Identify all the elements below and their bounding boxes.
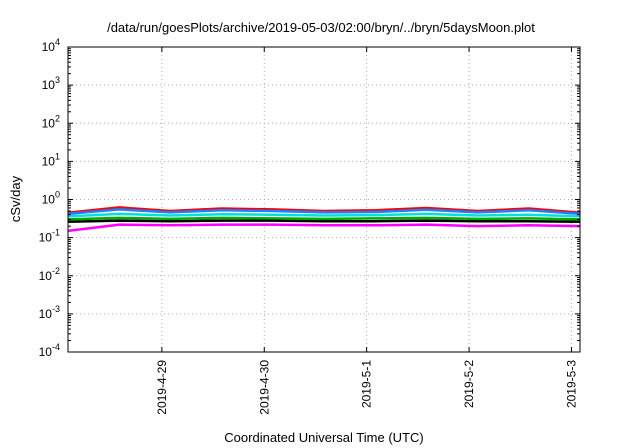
x-tick-label: 2019-4-30: [257, 360, 271, 415]
x-tick-label: 2019-4-29: [155, 360, 169, 415]
y-tick-label: 104: [42, 37, 60, 54]
x-tick-label: 2019-5-3: [564, 360, 578, 408]
y-tick-label: 10-4: [39, 342, 60, 359]
y-axis: 10-4 10-3 10-2 10-1 100 101 102 103 104: [39, 37, 580, 359]
series-line: [67, 219, 581, 224]
x-axis-label: Coordinated Universal Time (UTC): [224, 430, 423, 445]
series-line: [67, 208, 581, 216]
chart-title: /data/run/goesPlots/archive/2019-05-03/0…: [107, 20, 535, 35]
y-tick-label: 10-3: [39, 304, 60, 321]
y-tick-label: 102: [42, 113, 60, 130]
x-tick-label: 2019-5-2: [462, 360, 476, 408]
x-axis: 2019-4-29 2019-4-30 2019-5-1 2019-5-2 2019-5…: [155, 47, 578, 415]
x-tick-label: 2019-5-1: [360, 360, 374, 408]
series-line: [67, 212, 581, 218]
series-line: [67, 216, 581, 221]
y-tick-label: 10-2: [39, 266, 60, 283]
y-tick-label: 103: [42, 75, 60, 92]
y-axis-label: cSv/day: [8, 175, 23, 222]
series-layer: [67, 206, 581, 233]
series-line: [67, 206, 581, 214]
y-tick-label: 101: [42, 151, 60, 168]
grid: [68, 47, 580, 352]
series-line: [67, 223, 581, 233]
y-tick-label: 10-1: [39, 228, 60, 245]
y-tick-label: 100: [42, 190, 60, 207]
